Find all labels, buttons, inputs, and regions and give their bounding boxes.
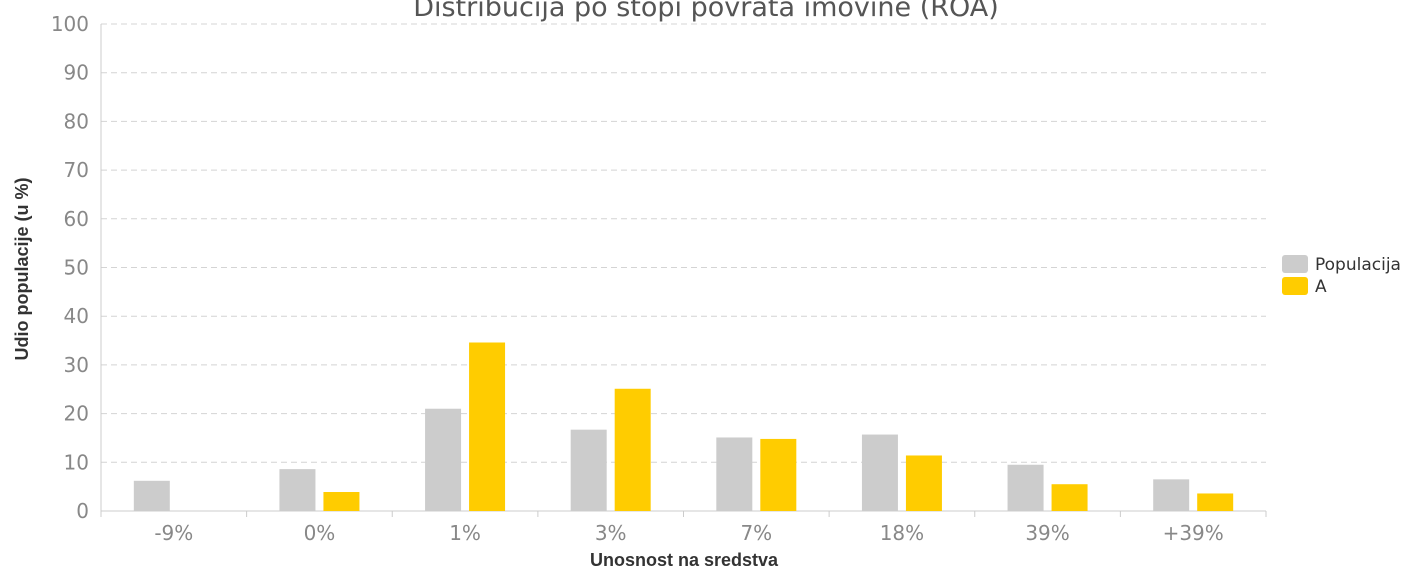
y-tick-label: 100 <box>51 12 89 36</box>
y-tick-label: 90 <box>64 61 89 85</box>
x-tick-label: 7% <box>740 521 772 545</box>
bar-populacija <box>716 437 753 511</box>
x-tick-label: 0% <box>304 521 336 545</box>
x-tick-label: -9% <box>154 521 193 545</box>
bar-a <box>760 438 797 511</box>
gridlines <box>101 23 1266 463</box>
bars <box>133 342 1234 511</box>
bar-populacija <box>1153 479 1190 511</box>
x-tick-label: 1% <box>449 521 481 545</box>
bar-a <box>469 342 506 511</box>
legend-swatch <box>1282 255 1308 273</box>
y-tick-label: 10 <box>64 450 89 474</box>
bar-a <box>323 492 360 511</box>
bar-a <box>905 455 942 511</box>
bar-populacija <box>1007 464 1044 511</box>
x-axis-label: Unosnost na sredstva <box>590 550 779 570</box>
bar-populacija <box>861 434 898 511</box>
bar-a <box>1197 493 1234 511</box>
y-tick-label: 60 <box>64 207 89 231</box>
bar-a <box>614 388 651 511</box>
x-tick-label: +39% <box>1163 521 1224 545</box>
bar-populacija <box>133 480 170 511</box>
bar-populacija <box>570 429 607 511</box>
y-tick-label: 40 <box>64 304 89 328</box>
bar-a <box>1051 484 1088 511</box>
y-tick-label: 30 <box>64 353 89 377</box>
legend-label: A <box>1315 277 1327 297</box>
y-tick-label: 80 <box>64 109 89 133</box>
y-tick-label: 50 <box>64 256 89 280</box>
legend-label: Populacija <box>1315 255 1401 275</box>
x-tick-label: 3% <box>595 521 627 545</box>
x-axis: -9% 0% 1% 3% 7% 18% 39% +39% <box>100 510 1267 545</box>
y-tick-label: 0 <box>76 499 89 523</box>
y-axis: 0 10 20 30 40 50 60 70 80 90 100 <box>51 12 102 523</box>
y-tick-label: 70 <box>64 158 89 182</box>
bar-populacija <box>425 408 462 511</box>
bar-populacija <box>279 469 316 511</box>
x-tick-label: 39% <box>1025 521 1069 545</box>
chart-title: Distribucija po stopi povrata imovine (R… <box>413 0 999 23</box>
legend-swatch <box>1282 277 1308 295</box>
y-tick-label: 20 <box>64 402 89 426</box>
x-tick-label: 18% <box>880 521 924 545</box>
y-axis-label: Udio populacije (u %) <box>12 177 32 360</box>
